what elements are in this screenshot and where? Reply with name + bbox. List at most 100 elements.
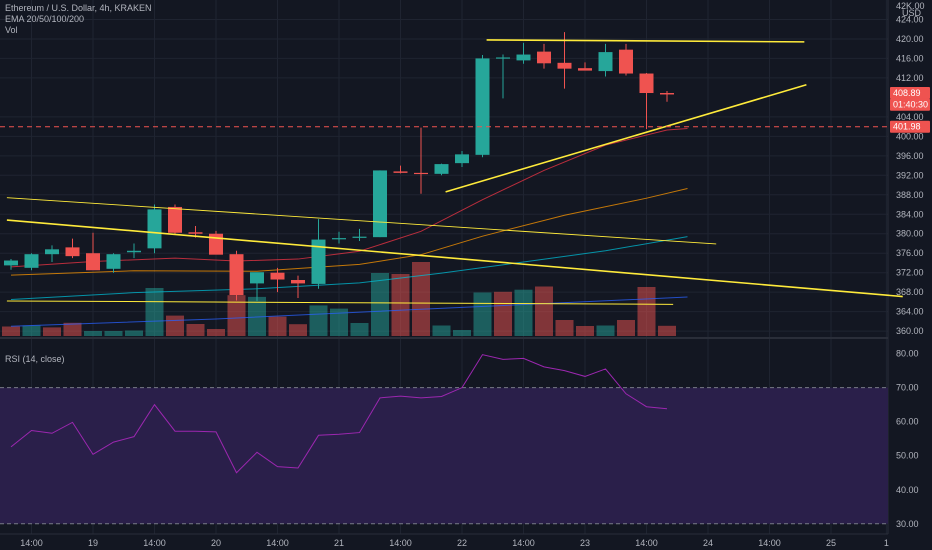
- ema-line-2: [10, 236, 688, 300]
- price-tick-label-8: 392.00: [896, 170, 924, 180]
- price-tick-label-9: 396.00: [896, 151, 924, 161]
- vol-legend[interactable]: Vol: [5, 25, 18, 35]
- candle-body-21: [434, 164, 449, 174]
- volume-bar-4: [84, 331, 102, 336]
- time-tick-label-6: 14:00: [389, 538, 412, 548]
- trendlines[interactable]: [0, 39, 903, 305]
- candlestick-series[interactable]: [4, 32, 674, 301]
- volume-bar-16: [330, 308, 348, 336]
- ema-lines: [10, 128, 688, 327]
- time-tick-label-5: 21: [334, 538, 344, 548]
- volume-bar-32: [658, 325, 676, 336]
- rsi-line: [0, 354, 888, 525]
- candle-body-25: [516, 54, 531, 61]
- volume-bar-15: [309, 305, 328, 336]
- rsi-tick-label-2: 50.00: [896, 451, 919, 461]
- price-tag-bg-0: [890, 87, 930, 100]
- candle-body-28: [578, 68, 592, 71]
- candle-body-12: [250, 272, 264, 284]
- candle-body-32: [660, 93, 674, 95]
- volume-bar-10: [207, 329, 225, 336]
- volume-bar-19: [391, 274, 410, 336]
- price-axis-currency: USD: [902, 8, 922, 18]
- candle-body-0: [4, 260, 18, 266]
- time-tick-label-12: 14:00: [758, 538, 781, 548]
- volume-bar-27: [555, 320, 574, 336]
- ema-legend[interactable]: EMA 20/50/100/200: [5, 14, 85, 24]
- price-tags: 408.89 01:40:30 401.98: [890, 87, 930, 133]
- price-tick-label-13: 416.00: [896, 53, 924, 63]
- candle-body-30: [619, 49, 633, 74]
- rsi-band: [0, 387, 888, 524]
- price-axis-top-label: 42K.00: [896, 1, 925, 11]
- price-tag-bg-2: [890, 120, 930, 133]
- candle-body-14: [291, 280, 305, 284]
- candle-body-16: [332, 238, 346, 240]
- rsi-tick-label-3: 60.00: [896, 417, 919, 427]
- candle-body-1: [24, 254, 39, 268]
- time-tick-label-7: 22: [457, 538, 467, 548]
- symbol-legend: Ethereum / U.S. Dollar, 4h, KRAKEN: [5, 3, 152, 13]
- rsi-legend[interactable]: RSI (14, close): [5, 354, 65, 364]
- ema-line-0: [10, 128, 688, 268]
- volume-bar-12: [248, 296, 266, 336]
- time-tick-label-4: 14:00: [266, 538, 289, 548]
- candle-body-20: [414, 172, 428, 175]
- price-tick-label-7: 388.00: [896, 190, 924, 200]
- candle-body-15: [311, 239, 326, 284]
- volume-bar-11: [227, 295, 246, 336]
- candle-body-13: [270, 272, 285, 280]
- time-tick-label-9: 23: [580, 538, 590, 548]
- volume-bar-18: [371, 273, 389, 336]
- rsi-tick-label-0: 30.00: [896, 519, 919, 529]
- price-tick-label-5: 380.00: [896, 229, 924, 239]
- price-tick-label-11: 404.00: [896, 112, 924, 122]
- trendline-0: [6, 197, 717, 245]
- volume-bar-6: [125, 330, 143, 336]
- price-tag-label-1: 01:40:30: [893, 100, 928, 110]
- price-tick-label-15: 424.00: [896, 14, 924, 24]
- volume-bar-22: [453, 330, 471, 336]
- candle-body-18: [373, 170, 387, 238]
- ema-line-3: [10, 296, 688, 327]
- volume-bars: [2, 262, 676, 336]
- candle-body-29: [598, 52, 613, 72]
- time-tick-label-14: 1: [884, 538, 889, 548]
- volume-bar-26: [535, 286, 553, 336]
- volume-bar-13: [268, 316, 287, 336]
- volume-bar-1: [22, 325, 41, 336]
- volume-bar-31: [637, 287, 656, 336]
- candle-body-27: [557, 62, 572, 69]
- volume-bar-8: [166, 315, 184, 336]
- trendline-2: [445, 83, 807, 193]
- price-tick-label-12: 412.00: [896, 73, 924, 83]
- candle-body-22: [455, 154, 469, 164]
- volume-bar-0: [2, 326, 20, 336]
- volume-bar-23: [473, 292, 492, 336]
- time-tick-label-1: 19: [88, 538, 98, 548]
- rsi-tick-label-4: 70.00: [896, 383, 919, 393]
- price-tick-label-10: 400.00: [896, 131, 924, 141]
- candle-body-7: [147, 209, 162, 249]
- candle-body-17: [352, 236, 367, 238]
- volume-bar-20: [412, 262, 430, 336]
- trendline-4: [6, 300, 674, 305]
- price-tick-label-1: 364.00: [896, 307, 924, 317]
- candle-body-8: [168, 206, 182, 233]
- rsi-tick-label-1: 40.00: [896, 485, 919, 495]
- price-tag-label-0: 408.89: [893, 88, 921, 98]
- price-tick-label-6: 384.00: [896, 209, 924, 219]
- candle-body-11: [229, 254, 244, 296]
- price-tick-label-4: 376.00: [896, 248, 924, 258]
- volume-bar-9: [186, 324, 205, 336]
- volume-bar-17: [350, 323, 369, 336]
- candle-body-3: [65, 247, 80, 257]
- candle-body-2: [45, 249, 59, 255]
- price-tag-bg-1: [890, 98, 930, 111]
- volume-bar-7: [145, 288, 164, 336]
- time-tick-label-13: 25: [826, 538, 836, 548]
- time-tick-label-11: 24: [703, 538, 713, 548]
- volume-bar-3: [63, 322, 82, 336]
